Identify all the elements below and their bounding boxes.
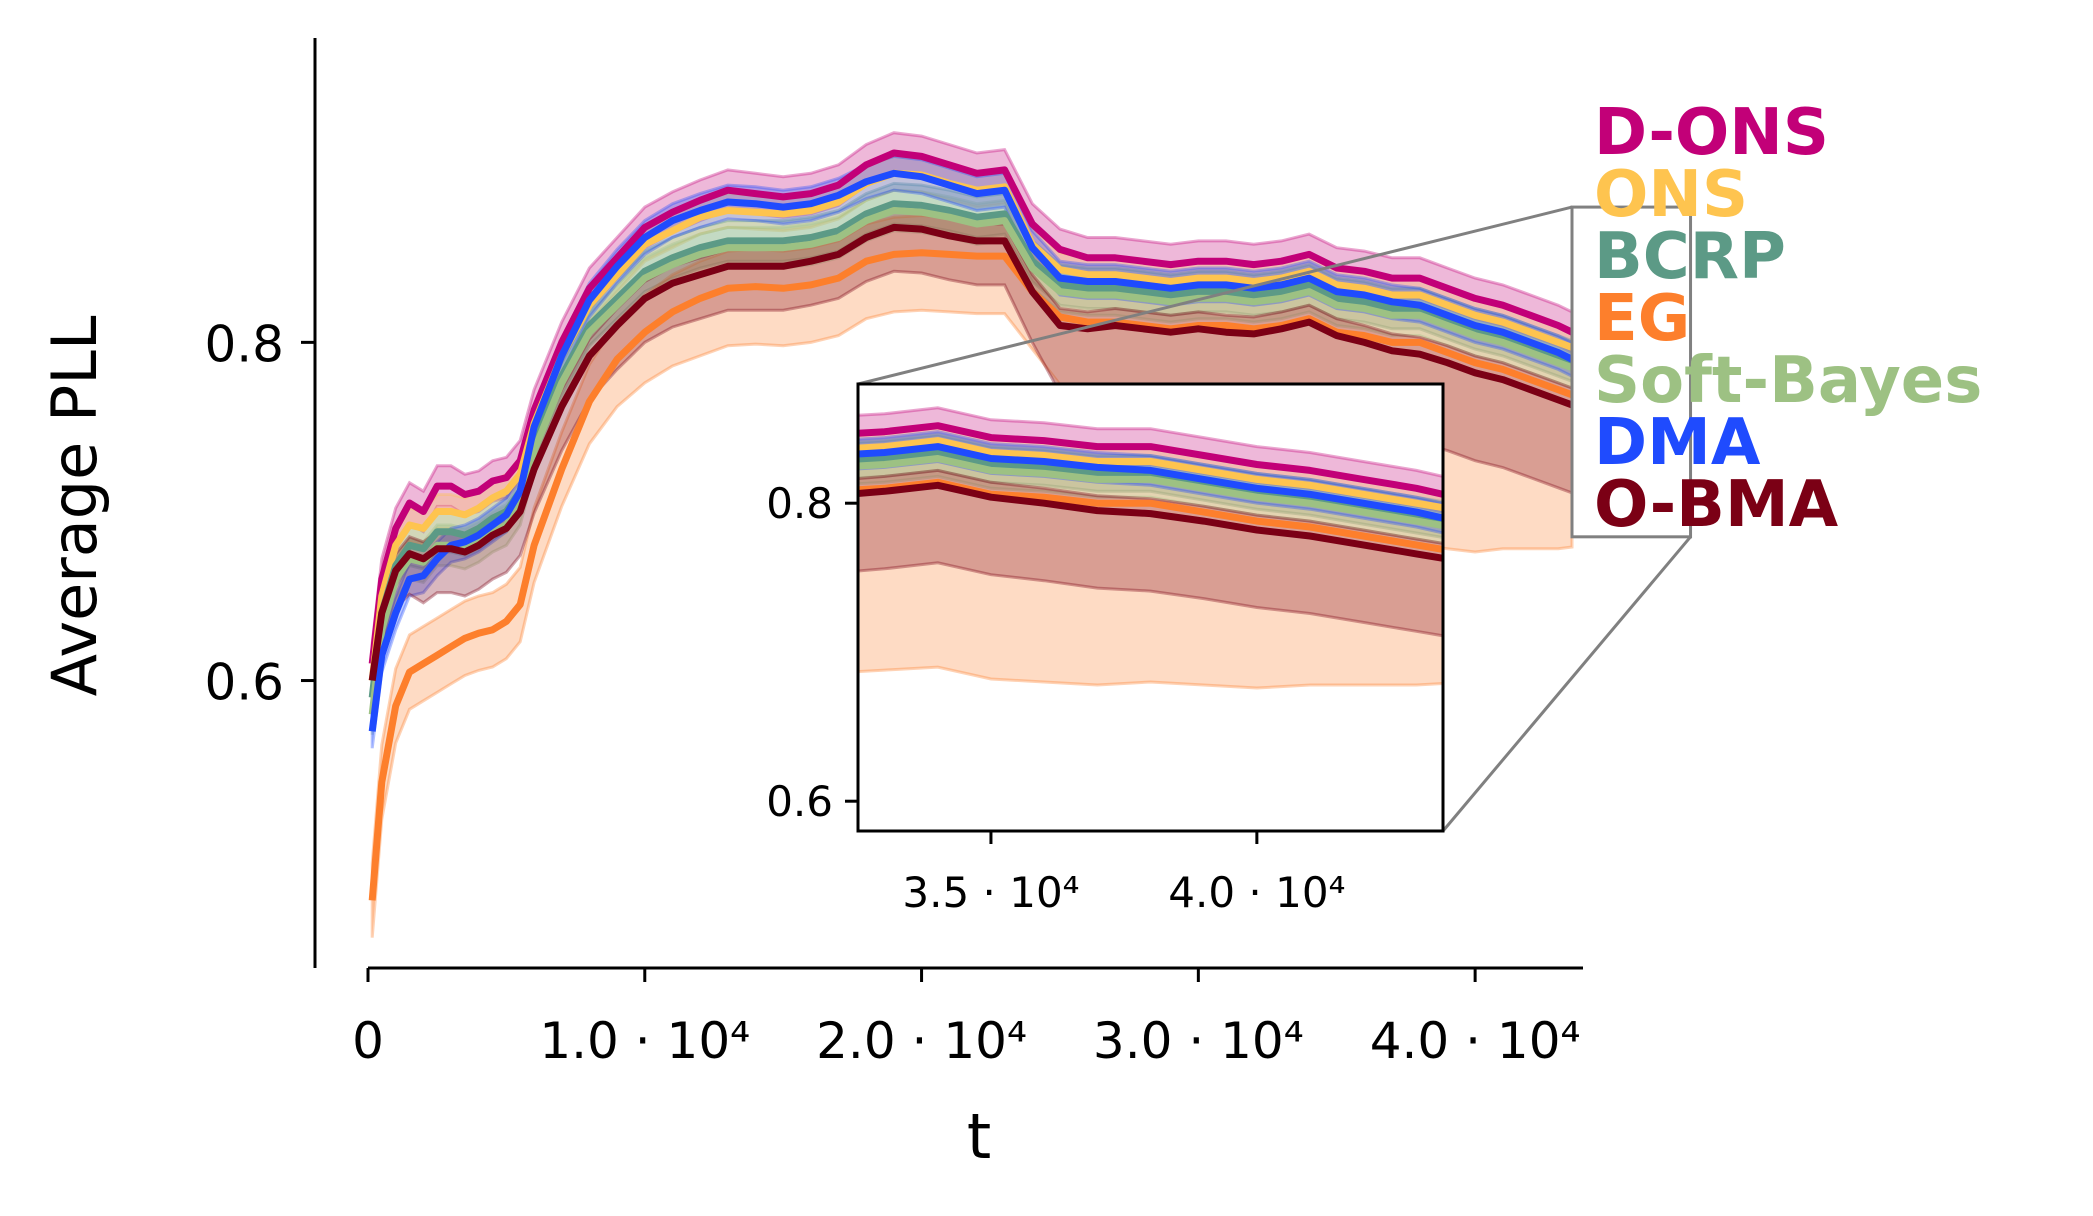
inset-line-d-ons bbox=[858, 422, 1443, 498]
inset-line-soft-bayes bbox=[858, 455, 1443, 529]
y-ticks: 0.6 0.8 bbox=[204, 315, 315, 712]
inset-line-bcrp bbox=[858, 449, 1443, 524]
main-line-bcrp bbox=[368, 200, 1574, 698]
x-tick-label: 1.0 · 10⁴ bbox=[539, 1012, 750, 1070]
x-tick-label: 4.0 · 10⁴ bbox=[1370, 1012, 1581, 1070]
legend-entry-d-ons: D-ONS bbox=[1594, 96, 1829, 170]
inset-band-o-bma bbox=[858, 468, 1443, 638]
inset-frame bbox=[856, 382, 1445, 833]
x-ticks: 0 1.0 · 10⁴ 2.0 · 10⁴ 3.0 · 10⁴ 4.0 · 10⁴ bbox=[352, 968, 1581, 1070]
inset-x-tick-label: 4.0 · 10⁴ bbox=[1168, 868, 1345, 917]
main-line-d-ons bbox=[368, 149, 1574, 664]
legend-entry-soft-bayes: Soft-Bayes bbox=[1594, 344, 1982, 418]
y-tick-label: 0.8 bbox=[204, 315, 284, 373]
inset-line-o-bma bbox=[858, 481, 1443, 562]
main-line-o-bma bbox=[368, 223, 1574, 681]
x-tick-label: 2.0 · 10⁴ bbox=[816, 1012, 1027, 1070]
zoom-connector-top bbox=[857, 205, 1573, 386]
zoom-connector-bottom bbox=[1441, 535, 1692, 832]
main-lines bbox=[368, 149, 1574, 901]
x-tick-label: 0 bbox=[352, 1012, 384, 1070]
x-axis-title: t bbox=[967, 1100, 991, 1173]
inset-plot: 3.5 · 10⁴ 4.0 · 10⁴ 0.6 0.8 bbox=[766, 382, 1445, 917]
inset-lines bbox=[858, 422, 1443, 562]
zoom-box bbox=[1570, 205, 1693, 539]
inset-y-tick-label: 0.6 bbox=[766, 777, 833, 826]
x-tick-label: 3.0 · 10⁴ bbox=[1093, 1012, 1304, 1070]
zoom-indicator bbox=[857, 205, 1693, 832]
inset-line-dma bbox=[858, 443, 1443, 522]
legend-entry-eg: EG bbox=[1594, 282, 1690, 356]
y-axis-title: Average PLL bbox=[38, 315, 111, 696]
inset-x-tick-label: 3.5 · 10⁴ bbox=[902, 868, 1079, 917]
legend-entry-bcrp: BCRP bbox=[1594, 220, 1786, 294]
legend-entry-o-bma: O-BMA bbox=[1594, 468, 1839, 542]
inset-band-eg bbox=[858, 448, 1443, 690]
main-line-eg bbox=[368, 249, 1574, 901]
inset-x-ticks: 3.5 · 10⁴ 4.0 · 10⁴ bbox=[902, 831, 1345, 917]
inset-y-tick-label: 0.8 bbox=[766, 479, 833, 528]
inset-line-ons bbox=[858, 437, 1443, 512]
main-line-dma bbox=[368, 169, 1574, 732]
inset-line-eg bbox=[858, 478, 1443, 553]
y-tick-label: 0.6 bbox=[204, 654, 284, 712]
legend-entry-ons: ONS bbox=[1594, 158, 1748, 232]
legend-entry-dma: DMA bbox=[1594, 406, 1761, 480]
inset-y-ticks: 0.6 0.8 bbox=[766, 479, 858, 826]
